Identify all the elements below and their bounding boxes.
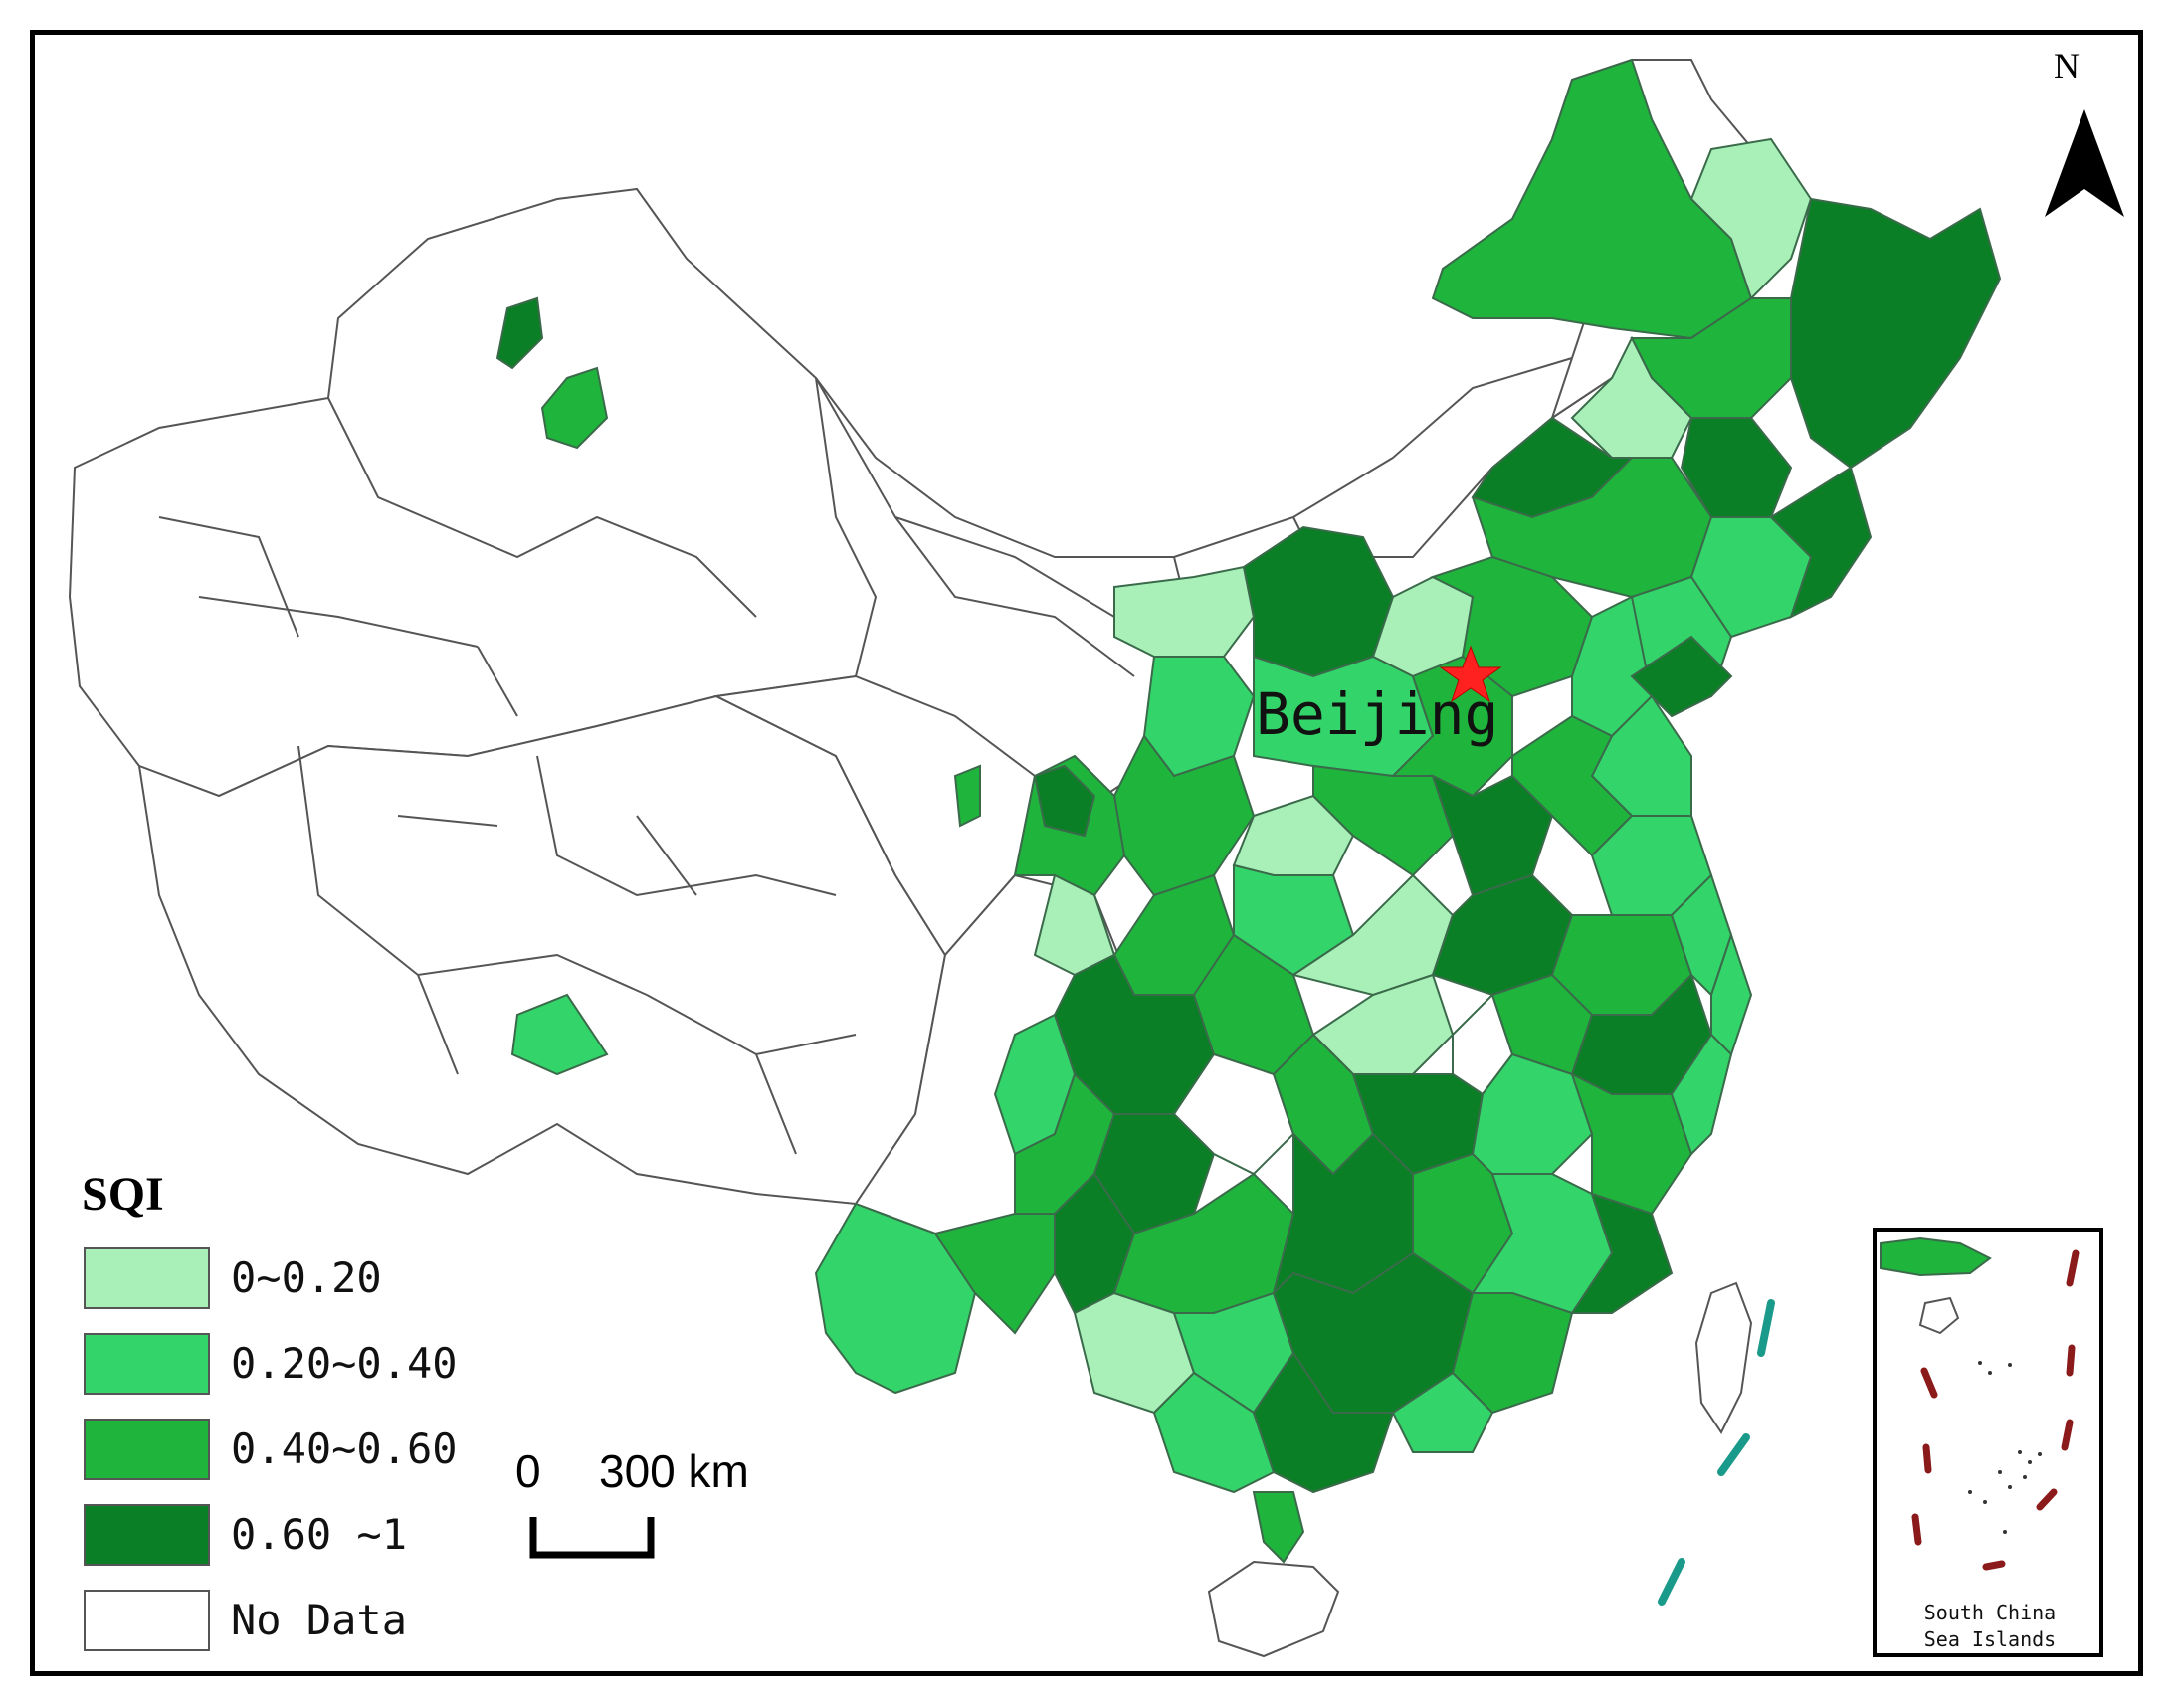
region-s-15 xyxy=(1570,1072,1693,1216)
inset-label-line1: South China xyxy=(1924,1601,2056,1624)
legend-swatch-2 xyxy=(84,1419,210,1480)
scale-distance: 300 km xyxy=(599,1445,749,1497)
legend-swatch-4 xyxy=(84,1590,210,1651)
legend-swatch-1 xyxy=(84,1333,210,1395)
region-ne-10 xyxy=(1471,416,1635,519)
region-w-4 xyxy=(953,764,981,828)
region-ss-14 xyxy=(1252,1351,1395,1494)
capital-label: Beijing xyxy=(1256,680,1498,748)
region-w-1 xyxy=(495,296,544,370)
region-ne-3 xyxy=(1790,197,2002,470)
region-ss-15 xyxy=(1252,1491,1305,1564)
region-c-4 xyxy=(1431,774,1554,897)
region-ss-9 xyxy=(1570,1192,1674,1314)
region-s-7 xyxy=(1710,931,1753,1056)
region-taiwan xyxy=(1694,1281,1753,1434)
legend-swatch-0 xyxy=(84,1247,210,1309)
legend-label-1: 0.20~0.40 xyxy=(231,1339,458,1388)
south-china-sea-inset: South China Sea Islands xyxy=(1873,1228,2103,1657)
western-patches xyxy=(495,296,1096,1076)
legend: SQI 0~0.20 0.20~0.40 0.40~0.60 0.60 ~1 No Da… xyxy=(82,1168,458,1651)
legend-label-3: 0.60 ~1 xyxy=(231,1510,407,1559)
region-s-16 xyxy=(1670,1033,1733,1156)
region-w-5 xyxy=(1033,764,1096,838)
legend-label-2: 0.40~0.60 xyxy=(231,1424,458,1473)
region-ne-9 xyxy=(1769,466,1873,619)
legend-label-0: 0~0.20 xyxy=(231,1253,382,1302)
legend-swatch-3 xyxy=(84,1504,210,1566)
region-n-1 xyxy=(1113,565,1256,658)
sqi-regions xyxy=(814,58,2002,1564)
legend-title: SQI xyxy=(82,1168,164,1221)
beijing-star-icon xyxy=(1439,645,1502,703)
scale-zero: 0 xyxy=(515,1445,541,1497)
region-hainan xyxy=(1207,1560,1340,1658)
scale-bar: 0 300 km xyxy=(515,1445,749,1559)
legend-label-4: No Data xyxy=(231,1596,407,1644)
region-n-9 xyxy=(1630,635,1733,718)
inset-label-line2: Sea Islands xyxy=(1924,1627,2056,1651)
region-w-3 xyxy=(510,993,609,1076)
region-w-2 xyxy=(540,366,609,450)
north-label: N xyxy=(2054,46,2080,86)
nine-dash-main xyxy=(1658,1299,1775,1606)
region-ne-2 xyxy=(1689,137,1813,300)
north-arrow: N xyxy=(2045,46,2124,217)
north-arrow-icon xyxy=(2045,109,2124,217)
region-ss-16 xyxy=(1391,1371,1494,1453)
region-c-3 xyxy=(1312,764,1455,877)
